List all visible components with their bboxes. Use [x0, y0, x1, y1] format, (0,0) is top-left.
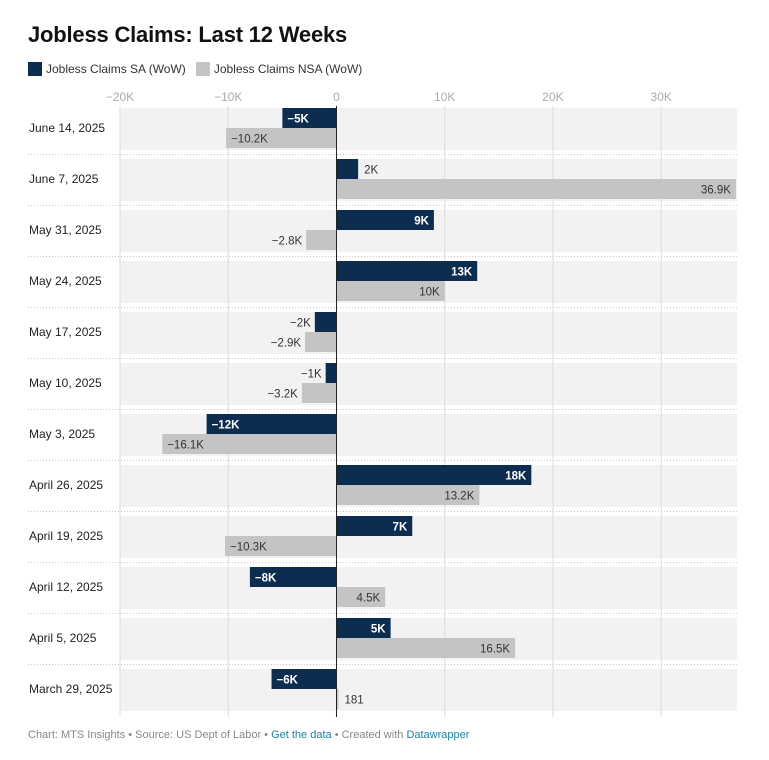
chart-title: Jobless Claims: Last 12 Weeks: [28, 22, 348, 47]
row-band: [120, 108, 737, 150]
bar-nsa: [336, 638, 516, 658]
row-band: [120, 312, 737, 354]
bar-nsa: [305, 332, 337, 352]
bar-nsa: [336, 689, 339, 709]
category-label: May 3, 2025: [29, 427, 95, 441]
value-label-sa: 18K: [505, 471, 527, 483]
value-label-nsa: 10K: [419, 287, 440, 299]
bar-nsa: [336, 485, 480, 505]
x-tick-label: 0: [333, 90, 340, 104]
x-tick-label: 20K: [542, 90, 563, 104]
bar-chart: −20K −10K 0 10K 20K 30K June 14, 2025 −5K −10.2K…: [28, 90, 737, 717]
category-label: June 7, 2025: [29, 172, 99, 186]
bar-nsa: [226, 128, 337, 148]
bar-sa: [282, 108, 337, 128]
bar-nsa: [162, 434, 337, 454]
value-label-nsa: 36.9K: [701, 185, 731, 197]
bar-sa: [336, 261, 478, 281]
value-label-sa: 9K: [414, 216, 429, 228]
value-label-sa: 7K: [393, 522, 408, 534]
legend-label-nsa: Jobless Claims NSA (WoW): [213, 62, 363, 76]
x-tick-label: −20K: [106, 90, 134, 104]
bar-sa: [325, 363, 337, 383]
x-tick-label: 30K: [651, 90, 672, 104]
value-label-nsa: −10.2K: [231, 134, 268, 146]
category-label: May 10, 2025: [29, 376, 102, 390]
value-label-sa: −8K: [255, 573, 277, 585]
row-band: [120, 669, 737, 711]
bar-nsa: [224, 536, 337, 556]
value-label-sa: −5K: [287, 114, 309, 126]
value-label-sa: −12K: [212, 420, 241, 432]
bar-sa: [336, 516, 413, 536]
bar-nsa: [336, 281, 445, 301]
bar-sa: [206, 414, 337, 434]
category-label: May 17, 2025: [29, 325, 102, 339]
bar-nsa: [301, 383, 337, 403]
footer-created: • Created with: [334, 729, 404, 741]
value-label-nsa: 181: [344, 695, 363, 707]
datawrapper-link[interactable]: Datawrapper: [406, 729, 470, 741]
value-label-nsa: −10.3K: [230, 542, 267, 554]
legend-swatch-sa: [28, 62, 42, 76]
category-label: April 12, 2025: [29, 580, 103, 594]
get-data-link[interactable]: Get the data: [271, 729, 332, 741]
bar-sa: [336, 210, 434, 230]
bar-sa: [336, 465, 532, 485]
bar-sa: [336, 618, 391, 638]
legend-item-sa[interactable]: Jobless Claims SA (WoW): [28, 62, 186, 76]
row-band: [120, 363, 737, 405]
bar-nsa: [336, 179, 736, 199]
value-label-nsa: 13.2K: [444, 491, 474, 503]
bar-sa: [249, 567, 337, 587]
legend-swatch-nsa: [195, 62, 210, 76]
bar-nsa: [306, 230, 337, 250]
value-label-nsa: −3.2K: [267, 389, 298, 401]
x-tick-label: −10K: [214, 90, 242, 104]
category-label: April 19, 2025: [29, 529, 103, 543]
category-label: March 29, 2025: [29, 682, 113, 696]
value-label-sa: −6K: [277, 675, 299, 687]
legend: Jobless Claims SA (WoW) Jobless Claims N…: [28, 62, 362, 76]
category-label: April 26, 2025: [29, 478, 103, 492]
bar-sa: [314, 312, 337, 332]
footer-credit: Chart: MTS Insights • Source: US Dept of…: [28, 729, 269, 741]
bar-sa: [271, 669, 337, 689]
value-label-nsa: −16.1K: [167, 440, 204, 452]
category-label: May 31, 2025: [29, 223, 102, 237]
row-band: [120, 516, 737, 558]
value-label-sa: −1K: [301, 369, 322, 381]
legend-item-nsa[interactable]: Jobless Claims NSA (WoW): [195, 62, 363, 76]
row-band: [120, 567, 737, 609]
category-label: April 5, 2025: [29, 631, 97, 645]
category-label: May 24, 2025: [29, 274, 102, 288]
bar-sa: [336, 159, 359, 179]
value-label-nsa: −2.8K: [272, 236, 303, 248]
category-label: June 14, 2025: [29, 121, 105, 135]
value-label-sa: 5K: [371, 624, 386, 636]
value-label-sa: 13K: [451, 267, 473, 279]
value-label-nsa: 16.5K: [480, 644, 510, 656]
value-label-nsa: −2.9K: [271, 338, 302, 350]
x-tick-label: 10K: [434, 90, 455, 104]
legend-label-sa: Jobless Claims SA (WoW): [46, 62, 186, 76]
value-label-sa: 2K: [364, 165, 378, 177]
value-label-sa: −2K: [290, 318, 311, 330]
bar-nsa: [336, 587, 386, 607]
value-label-nsa: 4.5K: [357, 593, 381, 605]
footer: Chart: MTS Insights • Source: US Dept of…: [28, 729, 469, 741]
